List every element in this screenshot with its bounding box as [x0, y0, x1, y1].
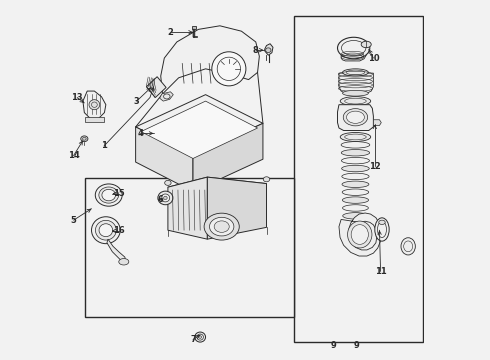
Ellipse shape	[340, 96, 371, 105]
Ellipse shape	[96, 220, 116, 240]
Polygon shape	[147, 77, 166, 98]
Ellipse shape	[210, 217, 234, 236]
Ellipse shape	[158, 191, 173, 205]
Ellipse shape	[343, 213, 368, 219]
Bar	[85, 178, 294, 317]
Text: 4: 4	[137, 129, 143, 138]
Ellipse shape	[95, 184, 122, 206]
Polygon shape	[168, 177, 207, 239]
Text: 5: 5	[71, 216, 76, 225]
Ellipse shape	[340, 132, 371, 141]
Ellipse shape	[81, 136, 88, 141]
Text: 7: 7	[190, 335, 196, 344]
Ellipse shape	[342, 173, 369, 180]
Bar	[294, 17, 423, 342]
Ellipse shape	[379, 220, 385, 225]
Text: 3: 3	[134, 96, 140, 105]
Ellipse shape	[99, 187, 119, 203]
Polygon shape	[168, 177, 267, 194]
Polygon shape	[160, 92, 173, 101]
Ellipse shape	[347, 221, 372, 248]
Text: 9: 9	[331, 341, 337, 350]
Ellipse shape	[195, 332, 205, 342]
Text: 14: 14	[68, 151, 79, 160]
Ellipse shape	[266, 48, 271, 53]
Text: 9: 9	[353, 341, 359, 350]
Ellipse shape	[99, 224, 113, 237]
Ellipse shape	[214, 221, 229, 232]
Ellipse shape	[197, 334, 203, 340]
Ellipse shape	[102, 189, 116, 201]
Ellipse shape	[343, 69, 368, 76]
Ellipse shape	[341, 141, 370, 148]
Ellipse shape	[164, 196, 167, 199]
Polygon shape	[85, 117, 104, 122]
Ellipse shape	[199, 336, 201, 338]
Polygon shape	[193, 123, 263, 192]
Ellipse shape	[342, 181, 369, 188]
Text: 12: 12	[369, 162, 381, 171]
Text: 13: 13	[72, 93, 83, 102]
Ellipse shape	[204, 213, 239, 240]
Text: 2: 2	[168, 28, 174, 37]
Ellipse shape	[119, 258, 129, 265]
Ellipse shape	[338, 37, 370, 59]
Polygon shape	[161, 26, 259, 94]
Ellipse shape	[343, 197, 368, 203]
Ellipse shape	[342, 165, 369, 172]
Ellipse shape	[361, 41, 371, 48]
Ellipse shape	[375, 218, 389, 241]
Ellipse shape	[165, 180, 171, 185]
Text: 1: 1	[101, 141, 107, 150]
Polygon shape	[338, 105, 373, 131]
Ellipse shape	[212, 52, 246, 86]
Polygon shape	[136, 95, 263, 156]
Ellipse shape	[342, 157, 369, 164]
Polygon shape	[265, 44, 273, 55]
Text: 10: 10	[368, 54, 379, 63]
Ellipse shape	[343, 90, 368, 96]
Polygon shape	[339, 73, 373, 93]
Ellipse shape	[351, 225, 368, 244]
Ellipse shape	[342, 189, 368, 195]
Polygon shape	[339, 213, 381, 256]
Text: 11: 11	[375, 267, 387, 276]
Ellipse shape	[343, 109, 368, 126]
Text: 6: 6	[158, 195, 164, 204]
Ellipse shape	[263, 177, 270, 182]
Polygon shape	[341, 50, 366, 61]
Ellipse shape	[164, 94, 170, 99]
Text: 8: 8	[253, 46, 259, 55]
Polygon shape	[107, 239, 126, 262]
Ellipse shape	[92, 217, 120, 244]
Polygon shape	[83, 91, 106, 118]
Ellipse shape	[401, 238, 416, 255]
Polygon shape	[136, 127, 193, 192]
Polygon shape	[192, 26, 196, 30]
Polygon shape	[373, 120, 381, 126]
Polygon shape	[207, 177, 267, 239]
Ellipse shape	[89, 100, 100, 110]
Polygon shape	[141, 101, 258, 158]
Ellipse shape	[343, 205, 368, 211]
Text: 15: 15	[113, 189, 124, 198]
Text: 16: 16	[113, 226, 124, 235]
Ellipse shape	[346, 111, 365, 123]
Ellipse shape	[342, 149, 369, 156]
Ellipse shape	[161, 194, 170, 202]
